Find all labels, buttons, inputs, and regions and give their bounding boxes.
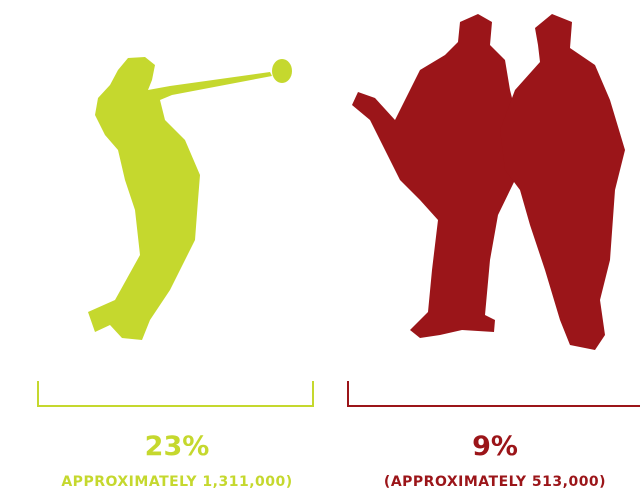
percent: 9% bbox=[472, 431, 518, 462]
golfer-body bbox=[88, 57, 272, 340]
caddie-left bbox=[352, 14, 520, 338]
driver-head bbox=[272, 59, 292, 83]
detail: (APPROXIMATELY 513,000) bbox=[384, 474, 606, 490]
page: 23% APPROXIMATELY 1,311,000) 9% (APPROXI… bbox=[0, 0, 640, 496]
golfer-silhouette bbox=[88, 57, 292, 340]
infographic: 23% APPROXIMATELY 1,311,000) 9% (APPROXI… bbox=[0, 0, 640, 496]
detail: APPROXIMATELY 1,311,000) bbox=[61, 474, 292, 490]
bracket bbox=[38, 381, 313, 406]
bracket bbox=[348, 381, 640, 406]
caddies-silhouette bbox=[352, 14, 625, 350]
caddie-right bbox=[500, 14, 625, 350]
percent: 23% bbox=[145, 431, 210, 462]
